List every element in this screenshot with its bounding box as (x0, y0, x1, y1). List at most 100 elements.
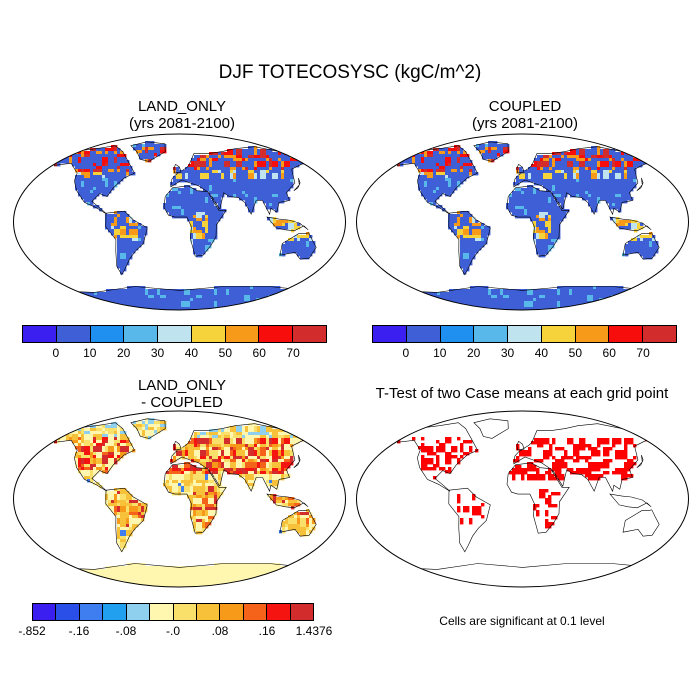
coastline-namerica (396, 145, 478, 215)
coastline-indonesia (266, 493, 309, 509)
colorbar-swatch (158, 326, 192, 342)
colorbar-swatch (406, 326, 441, 342)
coastline-greenland (130, 141, 166, 162)
colorbar-swatch (293, 326, 327, 342)
coastline-uk (173, 163, 182, 174)
colorbar-tick-label: 40 (534, 346, 549, 360)
colorbar-land-only-ticks: 0 10 20 30 40 50 60 70 (0, 346, 350, 362)
map-border (356, 410, 689, 588)
coastline-namerica (53, 145, 135, 215)
colorbar-difference-ticks: -.852 -.16 -.08 -.0 .08 .16 1.4376 (0, 624, 350, 640)
coastline-japan (636, 454, 644, 468)
map-cells (48, 418, 317, 587)
coastline-japan (293, 454, 301, 468)
colorbar-swatch (196, 604, 221, 620)
panel-difference-title: LAND_ONLY - COUPLED (62, 377, 302, 411)
map-border (356, 133, 689, 311)
colorbar-tick-label: .16 (258, 624, 276, 638)
colorbar-coupled (372, 325, 677, 343)
colorbar-swatch (243, 604, 268, 620)
colorbar-swatch (173, 604, 197, 620)
coastline-africa (506, 185, 570, 257)
colorbar-tick-label: 50 (568, 346, 583, 360)
coastline-greenland (473, 141, 509, 162)
panel-coupled-title-line2: (yrs 2081-2100) (472, 115, 578, 132)
panel-coupled-title-line1: COUPLED (488, 98, 562, 115)
map-cells (48, 141, 317, 310)
colorbar-tick-label: 70 (286, 346, 300, 360)
coastline-greenland (130, 418, 166, 439)
coastline-japan (636, 177, 644, 191)
coastline-australia (622, 509, 660, 537)
colorbar-swatch (126, 604, 151, 620)
colorbar-swatch (373, 326, 407, 342)
colorbar-tick-label: 60 (252, 346, 266, 360)
panel-ttest-title: T-Test of two Case means at each grid po… (375, 385, 669, 402)
colorbar-tick-label: -.08 (115, 624, 137, 638)
colorbar-tick-label: 70 (636, 346, 650, 360)
coastline-uk (173, 440, 182, 451)
coastline-samerica (105, 210, 148, 276)
figure-title: DJF TOTECOSYSC (kgC/m^2) (218, 62, 482, 83)
coastline-antarctica (391, 286, 654, 310)
colorbar-tick-label: .08 (211, 624, 229, 638)
coastline-australia (279, 509, 317, 537)
coastline-eurasia (513, 423, 658, 493)
map-ttest (356, 410, 689, 588)
map-cells (391, 418, 660, 587)
colorbar-swatch (33, 604, 57, 620)
colorbar-tick-label: 20 (116, 346, 131, 360)
coastline-antarctica (48, 563, 311, 587)
panel-coupled-title: COUPLED (yrs 2081-2100) (405, 98, 645, 132)
coastline-samerica (448, 210, 491, 276)
colorbar-tick-label: 0 (52, 346, 60, 360)
map-difference (13, 410, 346, 588)
colorbar-difference (32, 603, 314, 621)
colorbar-tick-label: 10 (83, 346, 97, 360)
coastline-australia (279, 232, 317, 260)
map-border (13, 410, 346, 588)
panel-difference-title-line1: LAND_ONLY (137, 377, 227, 394)
colorbar-swatch (191, 326, 226, 342)
colorbar-swatch (23, 326, 57, 342)
colorbar-swatch (259, 326, 294, 342)
colorbar-swatch (609, 326, 644, 342)
map-cells (391, 141, 660, 310)
coastline-antarctica (48, 286, 311, 310)
colorbar-swatch (56, 604, 80, 620)
colorbar-tick-label: 20 (466, 346, 481, 360)
coastline-japan (293, 177, 301, 191)
colorbar-swatch (90, 326, 125, 342)
coastline-samerica (448, 487, 491, 553)
coastline-australia (622, 232, 660, 260)
colorbar-tick-label: 0 (402, 346, 410, 360)
colorbar-swatch (267, 604, 291, 620)
colorbar-tick-label: 30 (150, 346, 165, 360)
coastline-africa (163, 185, 227, 257)
colorbar-swatch (575, 326, 610, 342)
colorbar-swatch (150, 604, 174, 620)
colorbar-tick-label: -.16 (68, 624, 90, 638)
coastline-indonesia (609, 216, 652, 232)
colorbar-tick-label: 50 (218, 346, 233, 360)
panel-difference-title-line2: - COUPLED (141, 394, 223, 411)
colorbar-tick-label: 30 (500, 346, 515, 360)
colorbar-swatch (290, 604, 314, 620)
colorbar-swatch (124, 326, 159, 342)
colorbar-swatch (643, 326, 677, 342)
colorbar-swatch (541, 326, 576, 342)
colorbar-swatch (474, 326, 509, 342)
colorbar-tick-label: -.852 (18, 624, 46, 638)
colorbar-swatch (440, 326, 475, 342)
colorbar-swatch (508, 326, 542, 342)
coastline-greenland (473, 418, 509, 439)
colorbar-coupled-ticks: 0 10 20 30 40 50 60 70 (0, 346, 700, 362)
colorbar-land-only (22, 325, 327, 343)
map-border (13, 133, 346, 311)
coastline-indonesia (609, 493, 652, 509)
coastline-uk (516, 440, 525, 451)
ttest-significance-note: Cells are significant at 0.1 level (439, 614, 605, 628)
colorbar-swatch (220, 604, 244, 620)
coastline-namerica (53, 422, 135, 492)
colorbar-tick-label: 1.4376 (295, 624, 333, 638)
